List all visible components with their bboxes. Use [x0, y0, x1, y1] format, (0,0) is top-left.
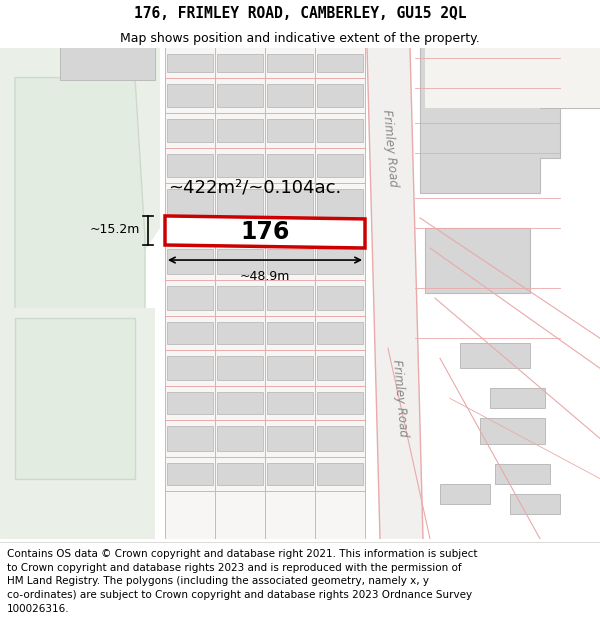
Polygon shape [15, 318, 135, 479]
Polygon shape [217, 189, 263, 237]
Text: Frimley Road: Frimley Road [390, 359, 410, 438]
Text: 176: 176 [241, 220, 290, 244]
Text: Frimley Road: Frimley Road [380, 109, 400, 187]
Polygon shape [317, 189, 363, 237]
Polygon shape [167, 322, 213, 344]
Polygon shape [217, 462, 263, 484]
Polygon shape [167, 84, 213, 107]
Polygon shape [267, 119, 313, 142]
Polygon shape [317, 249, 363, 274]
Polygon shape [317, 84, 363, 107]
Polygon shape [480, 419, 545, 444]
Polygon shape [425, 228, 530, 293]
Polygon shape [217, 84, 263, 107]
Polygon shape [217, 392, 263, 414]
Polygon shape [0, 48, 160, 539]
Polygon shape [420, 48, 560, 193]
Polygon shape [510, 494, 560, 514]
Text: 176, FRIMLEY ROAD, CAMBERLEY, GU15 2QL: 176, FRIMLEY ROAD, CAMBERLEY, GU15 2QL [134, 6, 466, 21]
Polygon shape [540, 48, 600, 108]
Polygon shape [490, 388, 545, 408]
Polygon shape [460, 343, 530, 368]
Polygon shape [217, 322, 263, 344]
Polygon shape [60, 48, 155, 78]
Polygon shape [217, 54, 263, 71]
Polygon shape [267, 392, 313, 414]
Polygon shape [167, 392, 213, 414]
Polygon shape [317, 356, 363, 381]
Text: ~15.2m: ~15.2m [89, 224, 140, 236]
Polygon shape [495, 464, 550, 484]
Polygon shape [167, 462, 213, 484]
Polygon shape [317, 462, 363, 484]
Polygon shape [60, 48, 155, 79]
Polygon shape [167, 426, 213, 451]
Polygon shape [167, 154, 213, 177]
Polygon shape [167, 356, 213, 381]
Polygon shape [317, 54, 363, 71]
Polygon shape [267, 286, 313, 310]
Text: Map shows position and indicative extent of the property.: Map shows position and indicative extent… [120, 32, 480, 46]
Polygon shape [15, 78, 145, 348]
Polygon shape [217, 119, 263, 142]
Polygon shape [317, 392, 363, 414]
Polygon shape [0, 308, 155, 539]
Text: Contains OS data © Crown copyright and database right 2021. This information is : Contains OS data © Crown copyright and d… [7, 549, 478, 614]
Polygon shape [317, 286, 363, 310]
Polygon shape [367, 48, 423, 539]
Polygon shape [317, 322, 363, 344]
Polygon shape [167, 54, 213, 71]
Polygon shape [267, 249, 313, 274]
Text: ~422m²/~0.104ac.: ~422m²/~0.104ac. [169, 179, 341, 197]
Polygon shape [167, 286, 213, 310]
Polygon shape [267, 322, 313, 344]
Polygon shape [167, 119, 213, 142]
Polygon shape [267, 356, 313, 381]
Polygon shape [317, 426, 363, 451]
Polygon shape [425, 48, 600, 108]
Polygon shape [165, 216, 365, 248]
Polygon shape [267, 84, 313, 107]
Polygon shape [267, 154, 313, 177]
Polygon shape [217, 154, 263, 177]
Polygon shape [267, 189, 313, 237]
Polygon shape [267, 426, 313, 451]
Polygon shape [317, 119, 363, 142]
Polygon shape [317, 154, 363, 177]
Polygon shape [440, 484, 490, 504]
Polygon shape [217, 356, 263, 381]
Polygon shape [167, 189, 213, 237]
Polygon shape [217, 249, 263, 274]
Polygon shape [217, 426, 263, 451]
Polygon shape [167, 249, 213, 274]
Polygon shape [267, 54, 313, 71]
Text: ~48.9m: ~48.9m [240, 270, 290, 283]
Polygon shape [267, 462, 313, 484]
Polygon shape [217, 286, 263, 310]
Polygon shape [165, 48, 365, 539]
